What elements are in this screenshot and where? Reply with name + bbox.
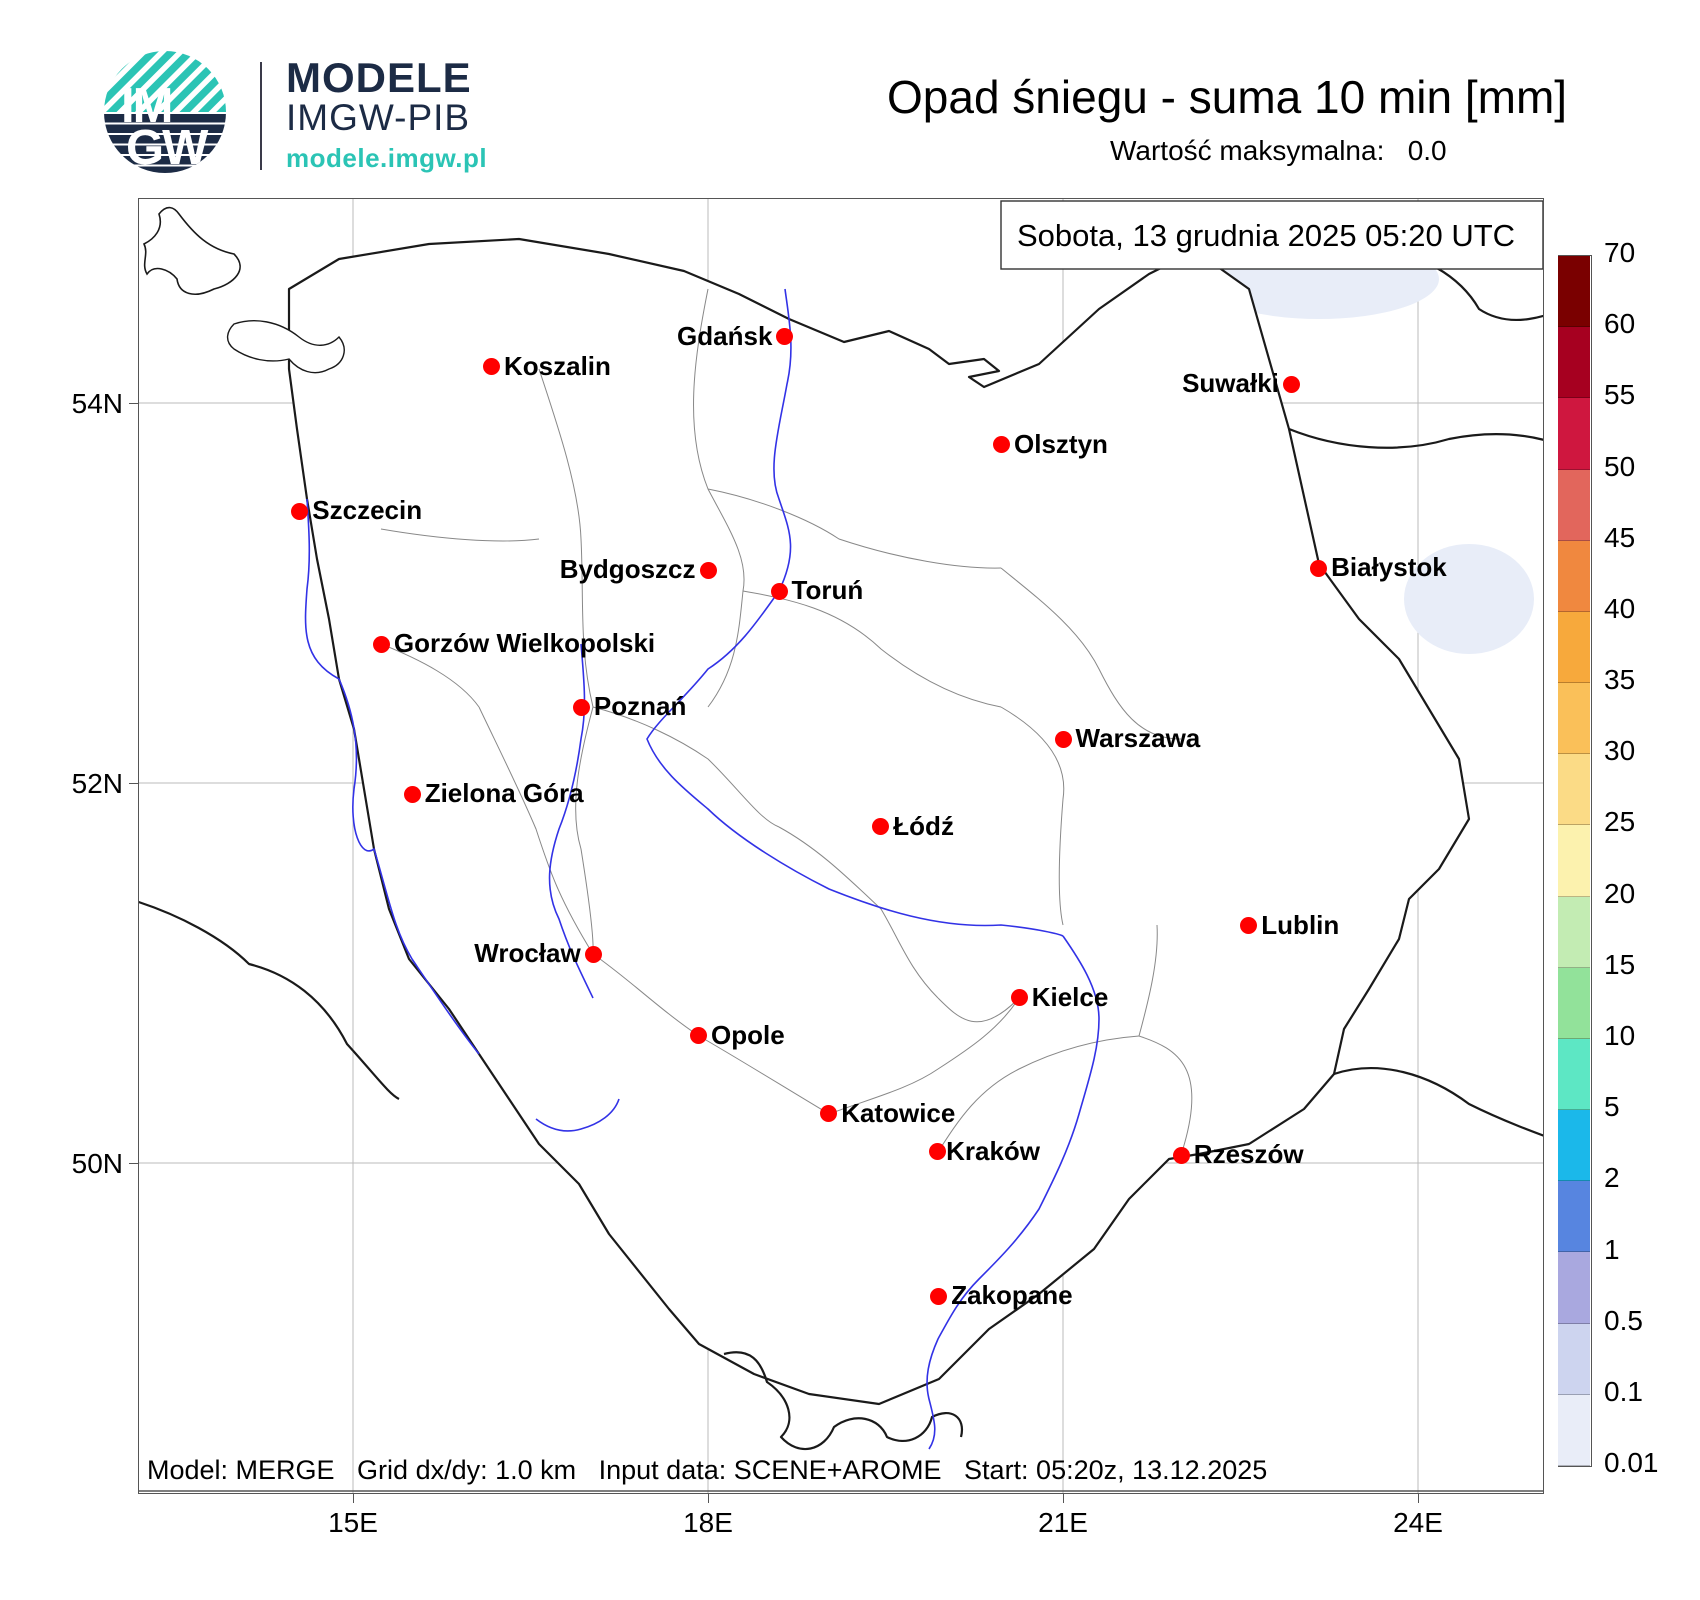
svg-text:GW: GW [126, 121, 209, 173]
